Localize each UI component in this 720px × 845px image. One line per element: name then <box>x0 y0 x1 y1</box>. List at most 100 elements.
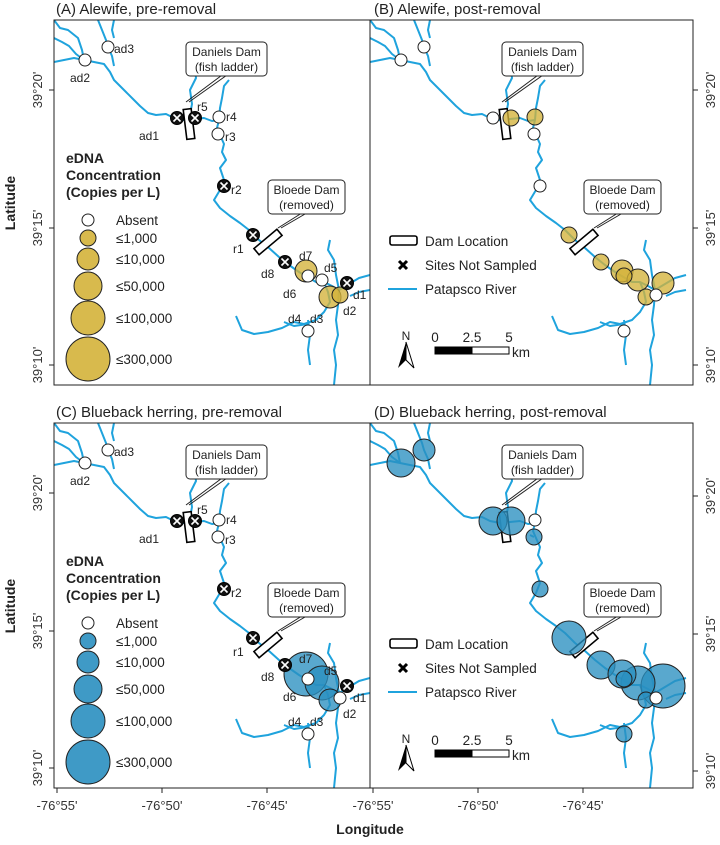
panel-title: (A) Alewife, pre-removal <box>56 1 216 18</box>
site-concentration-marker <box>412 438 436 462</box>
site-label: d6 <box>283 287 297 301</box>
site-absent-marker <box>101 40 115 54</box>
not-sampled-legend-label: Sites Not Sampled <box>425 661 537 676</box>
size-legend-title: (Copies per L) <box>66 587 160 603</box>
site-label: d2 <box>343 707 357 721</box>
site-label: d1 <box>353 288 367 302</box>
size-legend-label: Absent <box>116 616 158 631</box>
callout-line: (removed) <box>279 601 334 615</box>
size-legend-symbol <box>73 674 103 704</box>
callout-box <box>185 444 268 480</box>
callout-line: Bloede Dam <box>589 183 655 197</box>
site-label: r1 <box>233 645 244 659</box>
site-not-sampled-marker <box>170 514 184 528</box>
size-legend-label: ≤100,000 <box>116 311 172 326</box>
site-label: r2 <box>231 586 242 600</box>
size-legend-label: ≤300,000 <box>116 755 172 770</box>
size-legend-symbol <box>76 247 100 271</box>
x-icon <box>248 633 258 643</box>
not-sampled-legend-symbol <box>397 662 409 674</box>
callout-line: Daniels Dam <box>508 448 577 462</box>
daniels-dam-callout: Daniels Dam(fish ladder) <box>185 444 268 506</box>
river-line <box>283 724 309 730</box>
scale-unit: km <box>512 345 530 360</box>
panel-frame <box>369 422 694 789</box>
site-concentration-marker <box>615 267 633 285</box>
x-icon <box>342 278 352 288</box>
lat-tick-label: 39°15' <box>703 210 718 247</box>
river-line <box>283 321 309 327</box>
site-concentration-marker <box>526 108 544 126</box>
daniels-dam-callout: Daniels Dam(fish ladder) <box>501 444 584 506</box>
river-line <box>551 281 647 335</box>
site-not-sampled-marker <box>188 514 202 528</box>
lat-tick-label: 39°10' <box>703 753 718 790</box>
river-line <box>54 20 85 61</box>
callout-leader <box>593 614 625 632</box>
site-label: r2 <box>231 183 242 197</box>
river-line <box>649 289 656 385</box>
site-concentration-marker <box>531 580 549 598</box>
callout-box <box>267 582 346 618</box>
dam-legend-label: Dam Location <box>425 637 508 652</box>
map-panel: (D) Blueback herring, post-removal Daniel… <box>353 404 718 813</box>
callout-line: Bloede Dam <box>589 586 655 600</box>
scale-bar: 0 2.5 5km <box>431 330 530 360</box>
site-label: ad1 <box>139 129 159 143</box>
dam-legend-symbol <box>389 638 418 649</box>
north-arrow-right <box>405 341 415 369</box>
size-legend-symbol <box>79 632 97 650</box>
river-legend-label: Patapsco River <box>425 282 517 297</box>
site-concentration-marker <box>615 725 633 743</box>
site-label: ad3 <box>114 42 134 56</box>
panel-frame <box>369 19 694 386</box>
x-icon <box>172 113 182 123</box>
site-label: r3 <box>225 533 236 547</box>
site-not-sampled-marker <box>217 582 231 596</box>
site-not-sampled-marker <box>217 179 231 193</box>
site-absent-marker <box>617 324 631 338</box>
lon-tick-label: -76°50' <box>142 798 183 813</box>
bloede-dam-callout: Bloede Dam(removed) <box>267 179 346 229</box>
lat-tick-label: 39°20' <box>30 72 45 109</box>
site-label: r3 <box>225 130 236 144</box>
site-absent-marker <box>211 530 225 544</box>
site-not-sampled-marker <box>278 255 292 269</box>
site-concentration-marker <box>525 528 543 546</box>
size-legend-symbol <box>70 300 106 336</box>
dam-legend-symbol <box>389 235 418 246</box>
site-label: d7 <box>299 249 313 263</box>
size-legend-label: Absent <box>116 213 158 228</box>
x-icon <box>172 516 182 526</box>
callout-line: (fish ladder) <box>195 463 258 477</box>
size-legend-label: ≤10,000 <box>116 252 165 267</box>
bloede-dam-callout: Bloede Dam(removed) <box>583 179 662 229</box>
size-legend-symbol <box>73 271 103 301</box>
river-legend-label: Patapsco River <box>425 685 517 700</box>
site-absent-marker <box>301 269 315 283</box>
site-absent-marker <box>301 672 315 686</box>
x-icon <box>280 257 290 267</box>
site-absent-marker <box>301 727 315 741</box>
x-icon <box>248 230 258 240</box>
size-legend-title: (Copies per L) <box>66 184 160 200</box>
bloede-dam-marker <box>252 631 284 659</box>
size-legend-label: ≤50,000 <box>116 682 165 697</box>
site-concentration-marker <box>560 226 578 244</box>
site-absent-marker <box>394 53 408 67</box>
callout-leader <box>185 476 229 506</box>
river-line <box>665 289 687 297</box>
panel-title: (C) Blueback herring, pre-removal <box>56 404 282 421</box>
bloede-dam-callout: Bloede Dam(removed) <box>583 582 662 632</box>
site-absent-marker <box>315 273 329 287</box>
map-legend: Dam Location Sites Not Sampled Patapsco Ri… <box>388 234 537 369</box>
size-legend-label: ≤50,000 <box>116 279 165 294</box>
callout-leader <box>277 211 309 229</box>
callout-line: Daniels Dam <box>192 448 261 462</box>
site-label: d3 <box>310 312 324 326</box>
callout-line: (removed) <box>595 198 650 212</box>
size-legend-symbol <box>76 650 100 674</box>
site-label: r4 <box>226 513 237 527</box>
